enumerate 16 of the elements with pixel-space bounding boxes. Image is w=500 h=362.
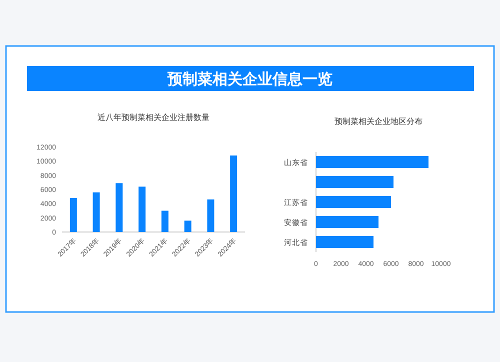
bar <box>316 156 428 168</box>
bar <box>316 216 378 228</box>
bar <box>116 183 123 232</box>
bar <box>70 198 77 232</box>
bar <box>230 156 238 232</box>
bar <box>316 176 394 188</box>
chart-title: 近八年预制菜相关企业注册数量 <box>98 113 210 122</box>
chart-title: 预制菜相关企业地区分布 <box>334 117 422 126</box>
bar <box>138 186 146 232</box>
bar <box>316 196 391 208</box>
bar <box>316 236 374 248</box>
text: 预制菜相关企业信息一览 <box>166 71 332 88</box>
bar <box>184 220 192 232</box>
bar <box>92 192 100 232</box>
bar <box>161 210 168 232</box>
bar <box>207 199 214 232</box>
